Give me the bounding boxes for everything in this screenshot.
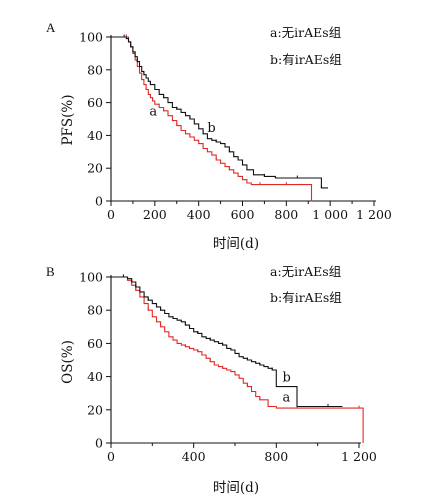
legend-item-b: b:有irAEs组 (270, 290, 342, 305)
curve-label-b: b (207, 121, 215, 136)
panel-b: B a:无irAEs组 b:有irAEs组 OS(%) 时间(d) 0 20 40 6… (46, 264, 377, 496)
panel-a: A a:无irAEs组 b:有irAEs组 PFS(%) 时间(d) 0 20 40… (46, 20, 392, 252)
legend-item-b: b:有irAEs组 (270, 52, 342, 67)
curve-label-b: b (283, 371, 291, 386)
x-tick-label: 400 (182, 449, 206, 464)
x-tick-label: 0 (107, 207, 115, 222)
legend-item-a: a:无irAEs组 (270, 25, 341, 40)
panel-label: A (46, 20, 56, 35)
x-tick-label: 800 (264, 449, 288, 464)
y-tick-label: 80 (87, 62, 103, 77)
y-tick-label: 100 (79, 30, 103, 45)
y-tick-label: 0 (95, 194, 103, 209)
y-tick-label: 0 (95, 436, 103, 451)
curve-label-a: a (149, 105, 157, 120)
x-axis-title: 时间(d) (213, 480, 259, 496)
y-tick-label: 40 (87, 369, 103, 384)
y-tick-label: 20 (87, 402, 103, 417)
x-axis-title: 时间(d) (213, 236, 259, 252)
curve-label-a: a (283, 391, 291, 406)
x-tick-label: 1 200 (341, 449, 377, 464)
km-curve-b (111, 276, 343, 408)
y-tick-label: 60 (87, 336, 103, 351)
x-tick-label: 200 (143, 207, 167, 222)
km-curve-b (111, 36, 328, 189)
y-tick-label: 60 (87, 95, 103, 110)
x-tick-label: 400 (187, 207, 211, 222)
x-tick-label: 1 000 (312, 207, 348, 222)
y-tick-label: 40 (87, 128, 103, 143)
y-tick-label: 100 (79, 270, 103, 285)
x-tick-label: 600 (231, 207, 255, 222)
y-tick-label: 20 (87, 161, 103, 176)
legend-item-a: a:无irAEs组 (270, 264, 341, 279)
x-tick-label: 0 (107, 449, 115, 464)
y-axis-title: OS(%) (60, 340, 76, 384)
panel-label: B (46, 264, 55, 279)
y-axis-title: PFS(%) (60, 94, 76, 145)
y-tick-label: 80 (87, 303, 103, 318)
x-tick-label: 1 200 (356, 207, 392, 222)
x-tick-label: 800 (274, 207, 298, 222)
